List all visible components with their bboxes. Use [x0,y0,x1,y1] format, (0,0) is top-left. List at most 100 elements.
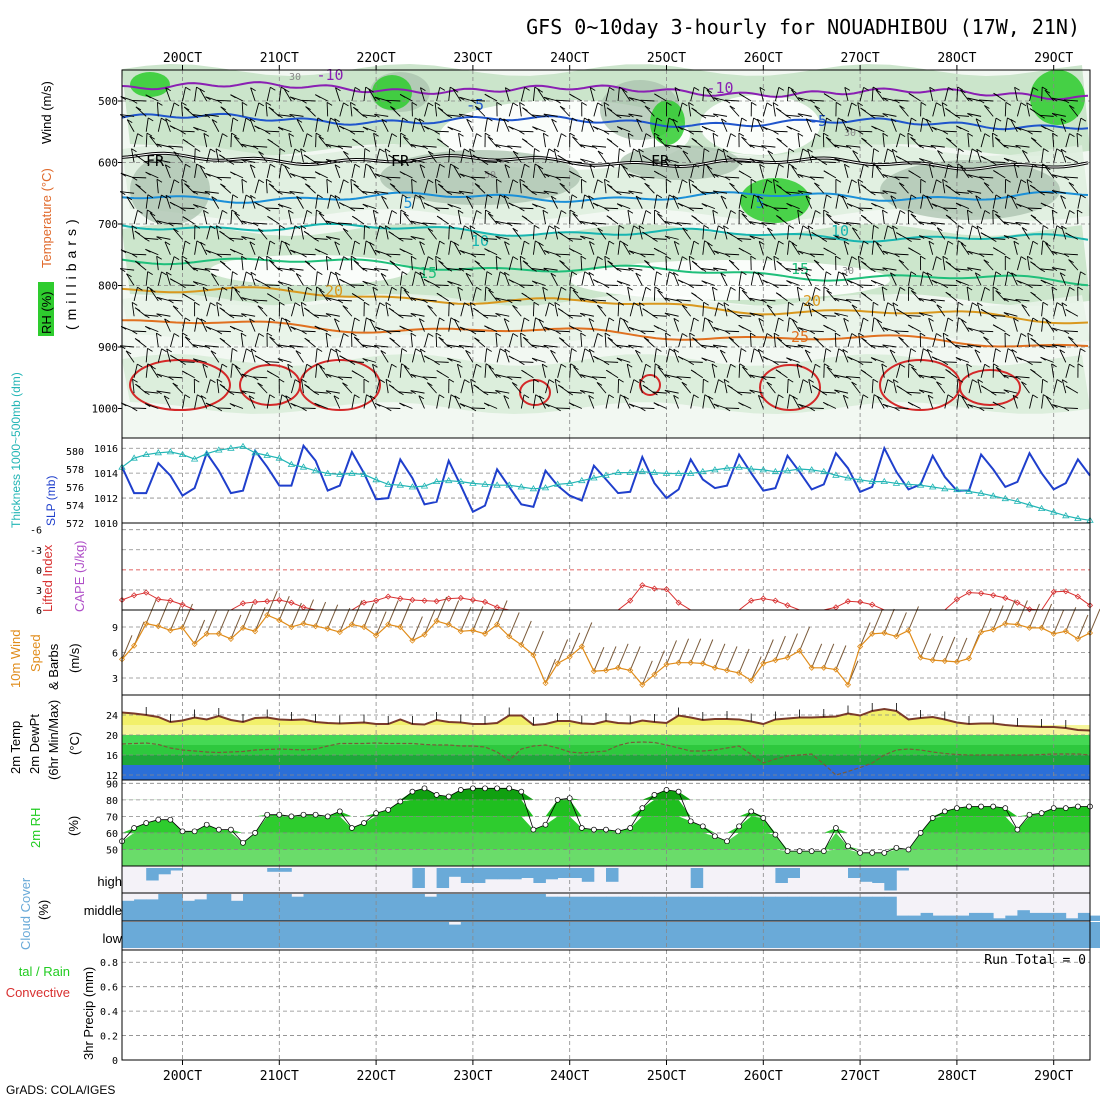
wind-barb-feather [1026,179,1033,183]
wind-barb-feather [811,385,818,389]
wind-barb-feather [896,232,902,236]
wind-barb-feather [682,150,689,155]
cloud-cover-bar [364,922,377,948]
rh-clear-area [210,255,410,285]
wind-barb-feather [232,117,239,122]
wind-10m-barb [653,650,665,675]
rh-2m-marker [760,815,767,821]
wind-barb [253,299,268,302]
wind-barb [1041,86,1043,102]
wind-barb [495,333,498,348]
wind-barb [362,203,377,210]
wind-barb-feather [673,318,680,322]
wind-barb-feather [664,158,671,163]
wind-barb-feather [845,376,852,380]
wind-barb-feather [343,333,349,337]
wind-barb-feather [554,225,560,230]
wind-barb [470,330,486,333]
wind-barb [342,382,353,394]
wind-barb [976,149,982,163]
wind-barb [300,302,304,317]
wind-barb-feather [691,260,698,265]
wind-barb-feather [762,356,768,360]
wind-barb-feather [645,133,652,137]
wind-barb [1015,221,1030,225]
wind-barb [627,210,631,225]
wind-barb-feather [591,376,598,381]
wind-barb-feather [773,179,779,183]
wind-barb-feather [131,148,137,153]
wind-barb [385,379,389,394]
wind-barb [983,259,994,271]
wind-barb [805,272,813,286]
wind-barb-feather [823,170,830,175]
cloud-cover-bar [182,922,195,948]
wind-barb-feather [1012,394,1019,399]
wind-barb [456,364,462,378]
wind-barb [333,318,341,332]
wind-barb-feather [521,292,527,297]
wind-barb-feather [268,106,275,111]
wind-barb [1041,302,1044,317]
wind-barb [1052,112,1066,117]
wind-barb [967,113,982,117]
temp-tick-label: 20 [106,731,118,742]
wind-barb-feather [569,209,576,214]
wind-barb [135,106,147,117]
wind-barb-feather [544,326,550,331]
cloud-cover-bar [1041,912,1055,921]
thickness-marker [735,463,743,470]
wind-barb [448,302,450,317]
wind-barb-feather [228,161,235,165]
wind-barb-feather [388,384,395,389]
wind-barb-feather [313,314,320,319]
wind-barb-feather [960,166,966,170]
wind-barb-feather [245,271,252,276]
wind-barb [120,345,135,348]
wind-barb-feather [688,284,695,289]
wind-barb-feather [374,113,380,118]
thickness-marker [299,463,308,470]
wind-barb-feather [766,102,773,107]
wind-barb-feather [870,268,876,273]
thickness-marker [1025,501,1034,508]
wind-barb [458,133,462,148]
wind-barb-feather [992,286,999,291]
wind-barb-feather [628,173,635,178]
wind-barb-feather [326,373,332,378]
thickness-marker [311,467,320,474]
wind-barb [593,179,599,194]
wind-barb [580,312,594,317]
wind-barb [749,374,764,379]
wind-barb-feather [504,241,510,245]
wind-barb [979,176,994,179]
wind-barb [844,87,849,102]
wind-barb-feather [351,332,357,337]
wind-barb-feather [936,179,942,184]
wind-barb-feather [569,248,575,252]
wind-barb-feather [295,273,302,277]
wind-barb-feather [875,166,882,170]
wind-barb [1004,102,1007,117]
time-axes: 20OCT20OCT21OCT21OCT22OCT22OCT23OCT23OCT… [163,51,1074,1084]
wind-barb-feather [669,271,675,276]
wind-barb-feather [785,114,791,119]
wind-barb [942,207,957,210]
wind-barb-feather [724,407,731,412]
wind-barb [966,286,970,301]
bottom-time-tick-label: 21OCT [260,1069,299,1084]
wind-barb-feather [958,148,964,152]
wind-barb [1013,164,1018,178]
wind-barb [230,117,234,132]
wind-barb-feather [435,178,441,183]
wind-tick-label: 9 [112,623,118,634]
wind-barb-feather [1044,89,1051,94]
wind-barb-feather [277,203,284,208]
wind-barb [120,268,135,271]
wind-barb-feather [826,117,832,122]
wind-barb-feather [882,327,889,332]
wind-barb-feather [1013,240,1020,245]
cloud-cover-bar [521,894,534,921]
wind-barb [180,361,195,363]
cloud-cover-bar [194,899,208,921]
